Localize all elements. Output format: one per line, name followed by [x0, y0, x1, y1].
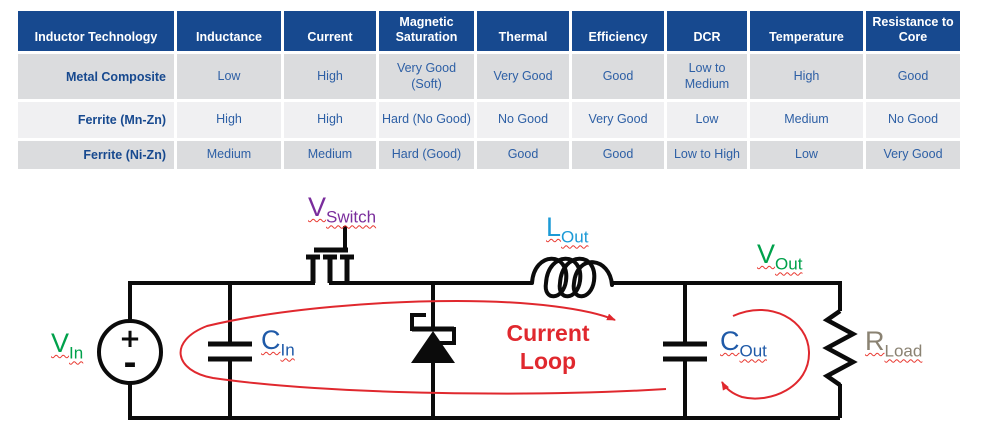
mosfet-terminal-2: [323, 254, 337, 283]
table-cell: No Good: [866, 102, 960, 138]
table-cell: Good: [572, 141, 664, 169]
table-cell: High: [284, 54, 376, 99]
table-cell: Low: [667, 102, 747, 138]
capacitors: [208, 341, 707, 362]
current-loop-caption: Current Loop: [498, 320, 598, 375]
table-cell: High: [750, 54, 863, 99]
table-cell: Very Good (Soft): [379, 54, 474, 99]
circuit-wires: [128, 281, 842, 420]
table-cell: No Good: [477, 102, 569, 138]
table-cell: Low to Medium: [667, 54, 747, 99]
table-cell: Good: [572, 54, 664, 99]
label-v-switch-main: V: [308, 192, 327, 222]
label-c-in: CIn: [261, 325, 295, 360]
table-header-row: Inductor Technology Inductance Current Magn…: [18, 11, 960, 51]
table-cell: High: [177, 102, 281, 138]
label-v-switch: VSwitch: [308, 192, 377, 227]
current-loop-caption-line2: Loop: [519, 347, 577, 374]
label-v-out: VOut: [757, 239, 803, 274]
label-l-out-sub: Out: [561, 227, 589, 247]
table-cell: Medium: [750, 102, 863, 138]
source-plus-sign: +: [119, 324, 141, 354]
table-cell: Very Good: [572, 102, 664, 138]
table-cell: Good: [866, 54, 960, 99]
label-c-out-main: C: [720, 326, 740, 356]
table-cell: Low: [177, 54, 281, 99]
capacitor-cout: [663, 341, 707, 362]
table-cell: Very Good: [477, 54, 569, 99]
table-cell: Hard (Good): [379, 141, 474, 169]
diode-triangle: [411, 331, 455, 363]
row-label: Ferrite (Mn-Zn): [18, 102, 174, 138]
label-c-in-main: C: [261, 325, 281, 355]
label-r-load: RLoad: [865, 326, 923, 361]
label-c-out-sub: Out: [739, 341, 767, 361]
main-current-loop-arrow: [179, 299, 667, 395]
table-cell: Very Good: [866, 141, 960, 169]
table-cell: Hard (No Good): [379, 102, 474, 138]
current-loop-caption-line1: Current: [506, 320, 590, 346]
column-header: Magnetic Saturation: [379, 11, 474, 51]
table-cell: Low to High: [667, 141, 747, 169]
table-cell: Medium: [177, 141, 281, 169]
current-loop-annotations: [179, 299, 811, 400]
label-v-in: VIn: [51, 328, 84, 363]
row-label: Ferrite (Ni-Zn): [18, 141, 174, 169]
column-header: Inductor Technology: [18, 11, 174, 51]
column-header: Temperature: [750, 11, 863, 51]
column-header: Current: [284, 11, 376, 51]
voltage-source-vin: + -: [97, 319, 163, 385]
source-circle: [97, 319, 163, 385]
table-cell: Low: [750, 141, 863, 169]
table-cell: Medium: [284, 141, 376, 169]
row-label: Metal Composite: [18, 54, 174, 99]
capacitor-cin: [208, 341, 252, 362]
wire-top-left: [128, 281, 315, 321]
label-c-out: COut: [720, 326, 767, 361]
label-l-out-main: L: [546, 212, 562, 242]
table-row: Ferrite (Ni-Zn) Medium Medium Hard (Good) Go…: [18, 141, 960, 169]
wire-bottom-rail: [128, 383, 840, 420]
column-header: DCR: [667, 11, 747, 51]
label-r-load-sub: Load: [884, 341, 923, 361]
label-l-out: LOut: [546, 212, 589, 247]
table-cell: Good: [477, 141, 569, 169]
inductor-comparison-table: Inductor Technology Inductance Current Magn…: [15, 8, 963, 172]
label-v-out-sub: Out: [775, 254, 803, 274]
label-r-load-main: R: [865, 326, 885, 356]
resistor-zigzag: [822, 309, 858, 387]
schottky-diode: [410, 313, 456, 363]
output-current-loop-arrow: [721, 309, 811, 400]
source-minus-sign: -: [123, 344, 136, 382]
table-row: Ferrite (Mn-Zn) High High Hard (No Good) No …: [18, 102, 960, 138]
column-header: Efficiency: [572, 11, 664, 51]
label-c-in-sub: In: [280, 340, 295, 360]
mosfet-terminal-3: [340, 254, 354, 283]
column-header: Inductance: [177, 11, 281, 51]
label-v-switch-sub: Switch: [326, 207, 377, 227]
inductor-coil: [530, 256, 614, 299]
wire-top-right: [612, 281, 842, 311]
mosfet-switch: [306, 226, 354, 283]
column-header: Thermal: [477, 11, 569, 51]
label-v-in-main: V: [51, 328, 70, 358]
label-v-out-main: V: [757, 239, 776, 269]
diode-schottky-hooks: [410, 313, 456, 345]
table-row: Metal Composite Low High Very Good (Soft) Ve…: [18, 54, 960, 99]
label-v-in-sub: In: [69, 343, 84, 363]
mosfet-terminal-1: [306, 254, 320, 283]
table-cell: High: [284, 102, 376, 138]
column-header: Resistance to Core: [866, 11, 960, 51]
